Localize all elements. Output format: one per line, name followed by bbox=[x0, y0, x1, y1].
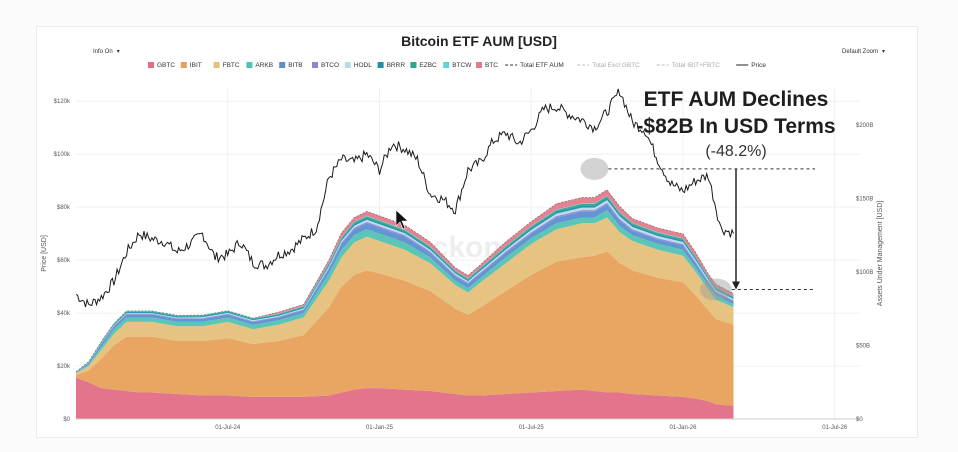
y-tick-left: $40k bbox=[57, 311, 71, 317]
zoom-select-label: Default Zoom bbox=[842, 49, 879, 55]
legend-label-btcw: BTCW bbox=[452, 62, 472, 69]
legend-label-ibit: IBIT bbox=[190, 62, 202, 69]
y-tick-right: $0 bbox=[856, 417, 863, 423]
legend-swatch-btco bbox=[312, 62, 318, 68]
y-tick-right: $100B bbox=[856, 270, 873, 276]
area-fbtc bbox=[76, 217, 734, 375]
legend-swatch-fbtc bbox=[213, 62, 220, 68]
area-gbtc bbox=[76, 377, 734, 419]
area-hodl bbox=[76, 200, 734, 373]
legend-swatch-btc bbox=[476, 62, 482, 68]
x-tick: 01-Jul-25 bbox=[519, 425, 545, 431]
legend-label-hodl: HODL bbox=[354, 62, 372, 69]
mouse-cursor-icon bbox=[395, 209, 409, 230]
legend-label-btco: BTCO bbox=[321, 62, 339, 69]
x-tick: 01-Jul-26 bbox=[822, 425, 848, 431]
area-brrr bbox=[76, 197, 734, 373]
area-ibit bbox=[76, 251, 734, 406]
y-tick-left: $80k bbox=[57, 205, 71, 211]
zoom-select[interactable]: Default Zoom ▾ bbox=[842, 48, 885, 55]
annotation-title-line1: ETF AUM Declines bbox=[644, 88, 829, 111]
area-arkb bbox=[76, 210, 734, 374]
legend-label-total-ibit-fbtc: Total IBIT+FBTC bbox=[672, 62, 721, 69]
price-line bbox=[75, 88, 734, 308]
trough-highlight bbox=[699, 278, 732, 301]
legend-label-btc: BTC bbox=[485, 62, 498, 69]
legend-swatch-brrr bbox=[377, 62, 384, 68]
x-tick: 01-Jan-25 bbox=[366, 425, 394, 431]
annotation-title-line2: -$82B In USD Terms bbox=[636, 115, 835, 138]
legend-label-fbtc: FBTC bbox=[223, 62, 240, 69]
legend-label-bitb: BITB bbox=[288, 62, 302, 69]
legend-swatch-btcw bbox=[443, 62, 450, 68]
legend: GBTC IBIT FBTC ARKB BITB BTCO HODL BRRR EZBC BTCW… bbox=[148, 62, 766, 69]
y-tick-left: $20k bbox=[57, 364, 71, 370]
info-toggle-label: Info On bbox=[93, 49, 113, 55]
stacked-areas bbox=[75, 189, 734, 419]
annotation: ETF AUM Declines -$82B In USD Terms (-48.2… bbox=[580, 88, 836, 301]
legend-label-price: Price bbox=[751, 62, 766, 69]
legend-label-arkb: ARKB bbox=[255, 62, 273, 69]
chevron-down-icon: ▾ bbox=[116, 49, 120, 55]
total-etf-aum-line bbox=[75, 189, 734, 373]
x-tick: 01-Jan-26 bbox=[669, 425, 697, 431]
y-label-left: Price [USD] bbox=[41, 235, 48, 272]
legend-label-ezbc: EZBC bbox=[419, 62, 437, 69]
info-toggle[interactable]: Info On ▾ bbox=[93, 48, 120, 55]
legend-label-gbtc: GBTC bbox=[157, 62, 175, 69]
legend-swatch-arkb bbox=[246, 62, 253, 68]
legend-swatch-gbtc bbox=[148, 62, 154, 68]
chevron-down-icon: ▾ bbox=[882, 49, 886, 55]
area-btc bbox=[76, 189, 734, 372]
legend-label-total-excl-gbtc: Total Excl GBTC bbox=[592, 62, 640, 69]
annotation-subtitle: (-48.2%) bbox=[705, 143, 766, 160]
area-bitb bbox=[76, 204, 734, 373]
y-label-right: Assets Under Management [USD] bbox=[877, 201, 884, 306]
legend-swatch-ezbc bbox=[410, 62, 417, 68]
y-tick-left: $100k bbox=[54, 152, 71, 158]
x-tick: 01-Jul-24 bbox=[215, 425, 241, 431]
y-tick-left: $60k bbox=[57, 258, 71, 264]
y-tick-right: $50B bbox=[856, 343, 870, 349]
y-tick-right: $150B bbox=[856, 196, 873, 202]
arrow-down-icon bbox=[732, 281, 740, 290]
legend-label-brrr: BRRR bbox=[387, 62, 406, 69]
legend-label-total-etf-aum: Total ETF AUM bbox=[520, 62, 564, 69]
peak-highlight bbox=[580, 157, 609, 180]
y-tick-left: $0 bbox=[63, 417, 70, 423]
legend-swatch-hodl bbox=[344, 62, 351, 68]
y-tick-left: $120k bbox=[54, 99, 71, 105]
legend-swatch-ibit bbox=[180, 62, 187, 68]
y-tick-right: $200B bbox=[856, 123, 873, 129]
legend-swatch-bitb bbox=[279, 62, 286, 68]
chart-title: Bitcoin ETF AUM [USD] bbox=[401, 33, 557, 49]
